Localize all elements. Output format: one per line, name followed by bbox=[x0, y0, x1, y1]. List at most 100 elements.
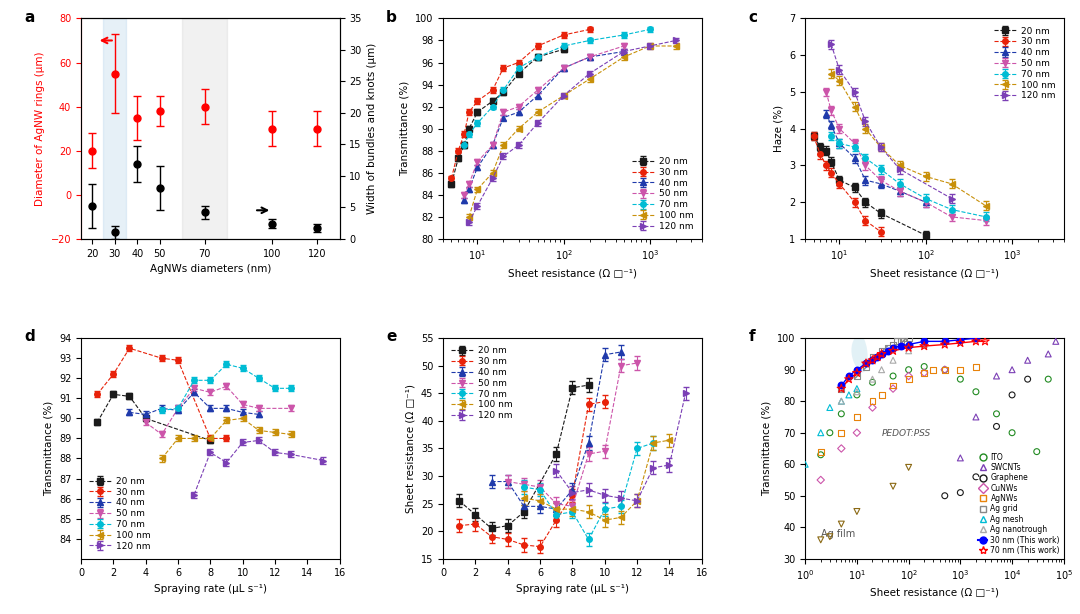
Y-axis label: Diameter of AgNW rings (μm): Diameter of AgNW rings (μm) bbox=[36, 52, 45, 206]
AgNWs bbox=[968, 362, 985, 371]
30 nm (This work) bbox=[936, 336, 954, 346]
Ag nanotrough bbox=[873, 365, 890, 375]
ITO bbox=[951, 375, 969, 384]
30 nm (This work) bbox=[879, 346, 896, 356]
SWCNTs bbox=[1048, 336, 1065, 346]
Legend: ITO, SWCNTs, Graphene, CuNWs, AgNWs, Ag grid, Ag mesh, Ag nanotrough, 30 nm (Thi: ITO, SWCNTs, Graphene, CuNWs, AgNWs, Ag … bbox=[978, 453, 1059, 555]
Ag grid bbox=[879, 343, 896, 352]
30 nm (This work) bbox=[900, 340, 917, 349]
Legend: 20 nm, 30 nm, 40 nm, 50 nm, 70 nm, 100 nm, 120 nm: 20 nm, 30 nm, 40 nm, 50 nm, 70 nm, 100 n… bbox=[85, 473, 154, 554]
Text: e: e bbox=[387, 329, 396, 344]
30 nm (This work) bbox=[864, 356, 881, 365]
Point bbox=[812, 535, 829, 545]
SWCNTs bbox=[1040, 349, 1057, 359]
70 nm (This work) bbox=[848, 368, 865, 378]
Y-axis label: Width of bundles and knots (μm): Width of bundles and knots (μm) bbox=[367, 43, 377, 214]
Text: a: a bbox=[24, 10, 35, 25]
SWCNTs bbox=[1020, 356, 1037, 365]
Ag grid bbox=[895, 333, 913, 343]
Ag nanotrough bbox=[900, 346, 917, 356]
ITO bbox=[848, 390, 865, 400]
X-axis label: Sheet resistance (Ω □⁻¹): Sheet resistance (Ω □⁻¹) bbox=[870, 588, 999, 598]
ITO bbox=[968, 387, 985, 397]
ITO bbox=[833, 409, 850, 419]
Point bbox=[848, 507, 865, 516]
Graphene bbox=[1003, 390, 1021, 400]
ITO bbox=[1003, 428, 1021, 438]
30 nm (This work) bbox=[916, 336, 933, 346]
Ag grid bbox=[833, 384, 850, 394]
X-axis label: Sheet resistance (Ω □⁻¹): Sheet resistance (Ω □⁻¹) bbox=[508, 268, 637, 278]
Ag nanotrough bbox=[848, 387, 865, 397]
Point bbox=[900, 462, 917, 472]
Text: b: b bbox=[387, 10, 397, 25]
30 nm (This work) bbox=[873, 349, 890, 359]
CuNWs bbox=[848, 428, 865, 438]
AgNWs bbox=[916, 368, 933, 378]
AgNWs bbox=[951, 365, 969, 375]
Graphene bbox=[936, 491, 954, 500]
Text: Ag film: Ag film bbox=[821, 529, 855, 538]
Ag mesh bbox=[840, 390, 858, 400]
ITO bbox=[1028, 447, 1045, 457]
SWCNTs bbox=[968, 412, 985, 422]
70 nm (This work) bbox=[885, 346, 902, 356]
Ag grid bbox=[892, 336, 909, 346]
70 nm (This work) bbox=[858, 359, 875, 368]
Ag grid bbox=[864, 352, 881, 362]
Point bbox=[885, 481, 902, 491]
ITO bbox=[936, 365, 954, 375]
CuNWs bbox=[885, 384, 902, 394]
ITO bbox=[916, 362, 933, 371]
Ag mesh bbox=[848, 384, 865, 394]
SWCNTs bbox=[1003, 365, 1021, 375]
30 nm (This work) bbox=[840, 371, 858, 381]
Legend: 20 nm, 30 nm, 40 nm, 50 nm, 70 nm, 100 nm, 120 nm: 20 nm, 30 nm, 40 nm, 50 nm, 70 nm, 100 n… bbox=[629, 154, 698, 235]
Graphene bbox=[1020, 375, 1037, 384]
70 nm (This work) bbox=[936, 340, 954, 349]
70 nm (This work) bbox=[951, 338, 969, 348]
CuNWs bbox=[812, 475, 829, 485]
70 nm (This work) bbox=[976, 336, 994, 346]
Bar bbox=[183, 18, 227, 239]
Point bbox=[821, 532, 838, 542]
Ag grid bbox=[848, 371, 865, 381]
CuNWs bbox=[864, 403, 881, 413]
Text: c: c bbox=[748, 10, 757, 25]
X-axis label: AgNWs diameters (nm): AgNWs diameters (nm) bbox=[150, 264, 271, 274]
CuNWs bbox=[833, 443, 850, 453]
70 nm (This work) bbox=[833, 384, 850, 394]
ITO bbox=[812, 450, 829, 460]
30 nm (This work) bbox=[968, 333, 985, 343]
Legend: 20 nm, 30 nm, 40 nm, 50 nm, 70 nm, 100 nm, 120 nm: 20 nm, 30 nm, 40 nm, 50 nm, 70 nm, 100 n… bbox=[447, 343, 516, 424]
Ag mesh bbox=[821, 403, 838, 413]
Graphene bbox=[968, 472, 985, 482]
Ag grid bbox=[873, 346, 890, 356]
Graphene bbox=[951, 488, 969, 497]
ITO bbox=[821, 428, 838, 438]
Y-axis label: Transmittance (%): Transmittance (%) bbox=[761, 401, 771, 496]
Ag nanotrough bbox=[864, 375, 881, 384]
AgNWs bbox=[833, 428, 850, 438]
AgNWs bbox=[885, 381, 902, 391]
AgNWs bbox=[924, 365, 942, 375]
30 nm (This work) bbox=[858, 359, 875, 368]
70 nm (This work) bbox=[864, 356, 881, 365]
CuNWs bbox=[900, 371, 917, 381]
CuNWs bbox=[936, 365, 954, 375]
Ag mesh bbox=[812, 428, 829, 438]
Ag nanotrough bbox=[885, 356, 902, 365]
Y-axis label: Transmittance (%): Transmittance (%) bbox=[43, 401, 53, 496]
X-axis label: Spraying rate (μL s⁻¹): Spraying rate (μL s⁻¹) bbox=[516, 584, 629, 594]
AgNWs bbox=[848, 412, 865, 422]
70 nm (This work) bbox=[868, 352, 886, 362]
Ag nanotrough bbox=[916, 340, 933, 349]
AgNWs bbox=[864, 396, 881, 406]
Ag mesh bbox=[833, 396, 850, 406]
Text: f: f bbox=[748, 329, 755, 344]
Graphene bbox=[988, 421, 1005, 431]
30 nm (This work) bbox=[868, 352, 886, 362]
SWCNTs bbox=[951, 453, 969, 463]
70 nm (This work) bbox=[968, 336, 985, 346]
Ellipse shape bbox=[851, 335, 867, 373]
